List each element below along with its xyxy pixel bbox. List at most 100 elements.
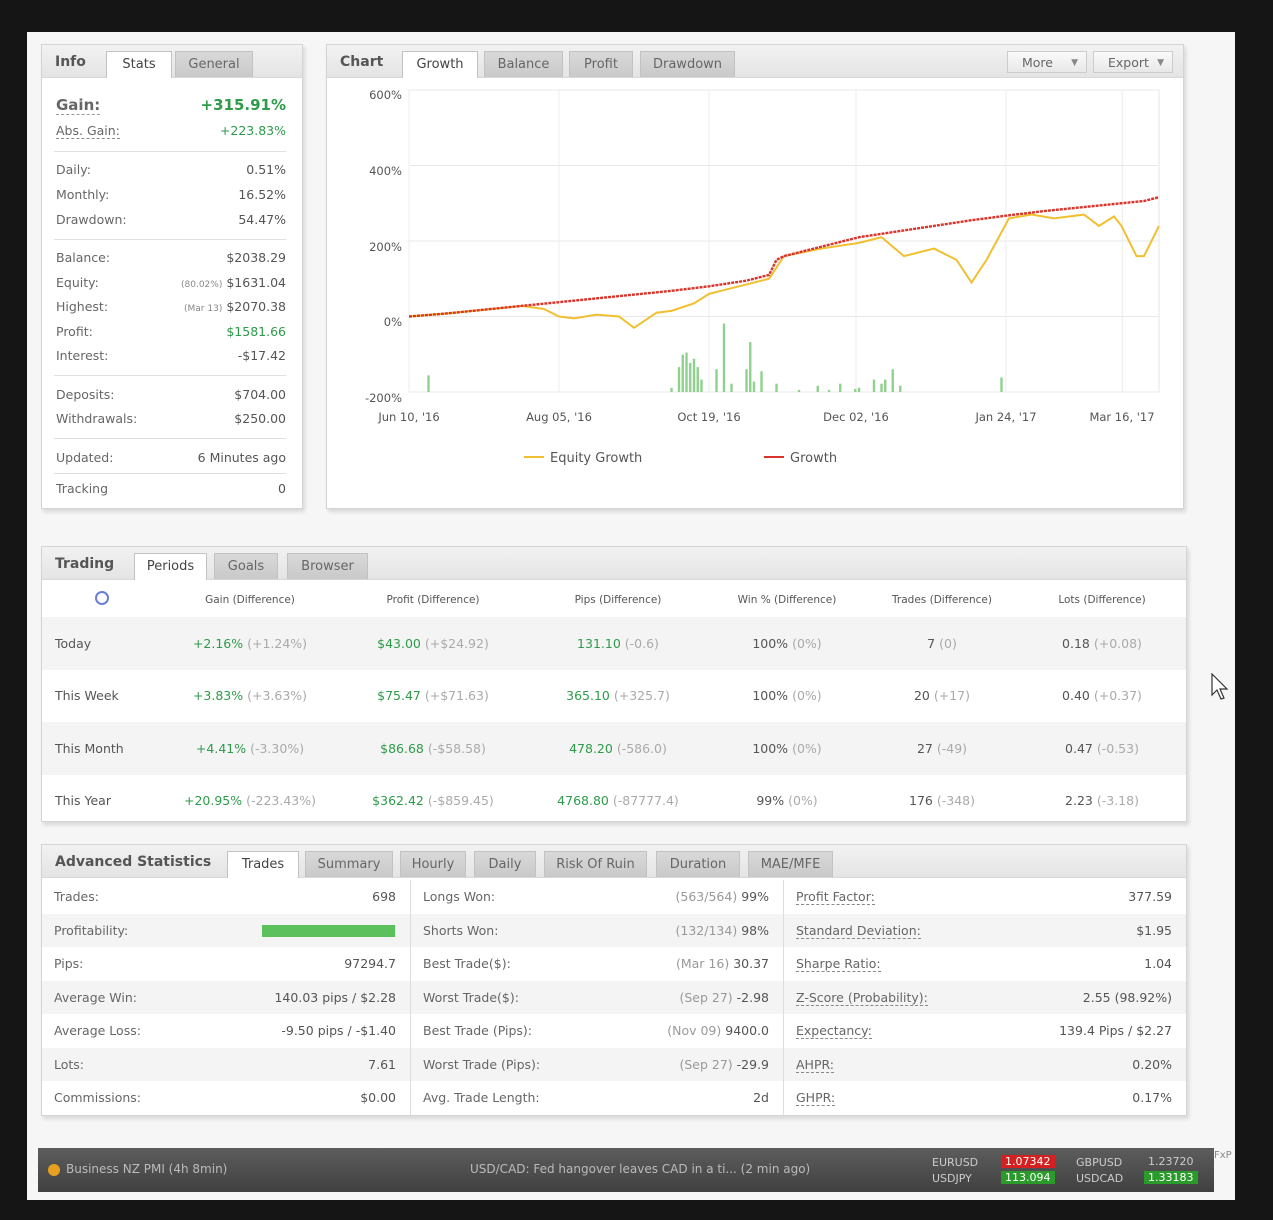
abs-gain-label: Abs. Gain: [56, 123, 120, 139]
updated-row: Updated: 6 Minutes ago [54, 450, 286, 468]
stat-row: Worst Trade (Pips): (Sep 27) -29.9 [411, 1047, 783, 1081]
news-item-left[interactable]: Business NZ PMI (4h 8min) [66, 1162, 228, 1176]
tab-hourly[interactable]: Hourly [400, 851, 466, 877]
interest-row: Interest: -$17.42 [54, 348, 286, 366]
stat-row: Best Trade (Pips): (Nov 09) 9400.0 [423, 1023, 769, 1038]
advanced-statistics-panel: Advanced Statistics Trades Summary Hourl… [41, 844, 1187, 1116]
tab-profit[interactable]: Profit [569, 51, 633, 77]
period-label: Today [42, 617, 162, 670]
trade-bar [884, 379, 887, 392]
trade-bar [797, 389, 801, 392]
tab-mae-mfe[interactable]: MAE/MFE [748, 851, 833, 877]
profit-value: $1581.66 [226, 324, 286, 339]
y-tick: -200% [364, 391, 402, 405]
tab-risk-of-ruin[interactable]: Risk Of Ruin [544, 851, 647, 877]
withdrawals-row: Withdrawals: $250.00 [54, 411, 286, 429]
x-tick: Jan 24, '17 [975, 410, 1037, 424]
more-button[interactable]: More ▼ [1007, 51, 1087, 73]
tab-duration[interactable]: Duration [656, 851, 740, 877]
equity-value: $1631.04 [226, 275, 286, 290]
chevron-down-icon: ▼ [1071, 58, 1078, 68]
quote-value[interactable]: 1.23720 [1148, 1155, 1194, 1168]
balance-value: $2038.29 [226, 250, 286, 265]
trading-tabbar: Trading Periods Goals Browser [42, 547, 1186, 580]
legend-growth[interactable]: Growth [764, 451, 837, 466]
clock-icon[interactable] [42, 582, 162, 617]
profit-cell: $75.47 (+$71.63) [377, 688, 489, 704]
trade-bar [775, 383, 778, 392]
column-header[interactable]: Profit (Difference) [386, 593, 480, 606]
tab-general[interactable]: General [175, 51, 253, 77]
x-tick: Dec 02, '16 [823, 410, 889, 424]
tab-periods[interactable]: Periods [134, 553, 207, 580]
trades-cell: 7 (0) [866, 617, 1018, 670]
tab-balance[interactable]: Balance [484, 51, 563, 77]
win-cell: 99% (0%) [756, 793, 818, 809]
highest-label: Highest: [56, 299, 109, 314]
highest-row: Highest: (Mar 13) $2070.38 [54, 299, 286, 317]
tab-browser[interactable]: Browser [287, 553, 368, 579]
profit-label: Profit: [56, 324, 93, 339]
table-row: Today +2.16% (+1.24%) $43.00 (+$24.92) 1… [42, 617, 1186, 670]
legend-equity-growth[interactable]: Equity Growth [524, 451, 642, 466]
trade-bar [752, 381, 756, 392]
y-tick: 200% [369, 240, 402, 254]
y-tick: 400% [369, 164, 402, 178]
tab-growth[interactable]: Growth [402, 51, 478, 78]
news-item-center[interactable]: USD/CAD: Fed hangover leaves CAD in a ti… [470, 1162, 811, 1176]
gain-cell: +20.95% (-223.43%) [183, 793, 316, 809]
quote-pair: USDCAD [1076, 1172, 1124, 1185]
stat-row: AHPR: 0.20% [784, 1047, 1186, 1081]
trade-bar [872, 379, 876, 392]
x-tick: Oct 19, '16 [677, 410, 741, 424]
highest-date: (Mar 13) [184, 304, 223, 314]
profit-row: Profit: $1581.66 [54, 324, 286, 342]
stat-row: Longs Won: (563/564) 99% [423, 889, 769, 904]
stat-row: Lots: 7.61 [42, 1047, 410, 1081]
win-cell: 100% (0%) [708, 617, 866, 670]
lots-cell: 0.47 (-0.53) [1018, 722, 1186, 775]
drawdown-row: Drawdown: 54.47% [54, 212, 286, 230]
column-header[interactable]: Trades (Difference) [892, 593, 992, 606]
stat-row: Profitability: [42, 913, 410, 947]
column-header[interactable]: Win % (Difference) [737, 593, 837, 606]
trade-bar [715, 369, 718, 392]
tab-stats[interactable]: Stats [106, 51, 172, 78]
ratio-stats-column: Profit Factor: 377.59 Standard Deviation:… [784, 880, 1186, 1115]
growth-chart[interactable] [408, 89, 1160, 400]
chart-title: Chart [340, 54, 384, 70]
y-tick: 0% [383, 315, 402, 329]
quote-value[interactable]: 1.07342 [1001, 1155, 1055, 1168]
tab-drawdown[interactable]: Drawdown [640, 51, 735, 77]
trade-bar [730, 383, 733, 392]
period-label: This Week [55, 688, 119, 704]
quote-pair: GBPUSD [1076, 1156, 1123, 1169]
tab-trades[interactable]: Trades [227, 851, 299, 878]
tab-summary[interactable]: Summary [305, 851, 393, 877]
quote-value[interactable]: 113.094 [1001, 1171, 1055, 1184]
tab-goals[interactable]: Goals [214, 553, 278, 579]
column-header[interactable]: Pips (Difference) [574, 593, 662, 606]
trade-bar [839, 383, 842, 392]
y-tick: 600% [369, 88, 402, 102]
balance-row: Balance: $2038.29 [54, 250, 286, 268]
profit-cell: $86.68 (-$58.58) [338, 722, 528, 775]
trades-cell: 27 (-49) [866, 722, 1018, 775]
column-header[interactable]: Gain (Difference) [205, 593, 295, 606]
tab-daily[interactable]: Daily [474, 851, 536, 877]
tracking-row: Tracking 0 [54, 481, 286, 499]
info-panel: Info Stats General Gain: +315.91% Abs. G… [41, 44, 303, 509]
export-button[interactable]: Export ▼ [1093, 51, 1173, 73]
period-label: This Year [55, 793, 111, 809]
quote-pair: EURUSD [932, 1156, 979, 1169]
column-header[interactable]: Lots (Difference) [1058, 593, 1146, 606]
gain-cell: +4.41% (-3.30%) [162, 722, 338, 775]
deposits-row: Deposits: $704.00 [54, 387, 286, 405]
info-title: Info [55, 54, 86, 70]
trade-bar [696, 367, 699, 392]
equity-growth-line [408, 213, 1160, 330]
lots-cell: 2.23 (-3.18) [1065, 793, 1139, 809]
stat-row: Standard Deviation: $1.95 [784, 913, 1186, 947]
quote-value[interactable]: 1.33183 [1144, 1171, 1198, 1184]
divider [54, 438, 286, 439]
